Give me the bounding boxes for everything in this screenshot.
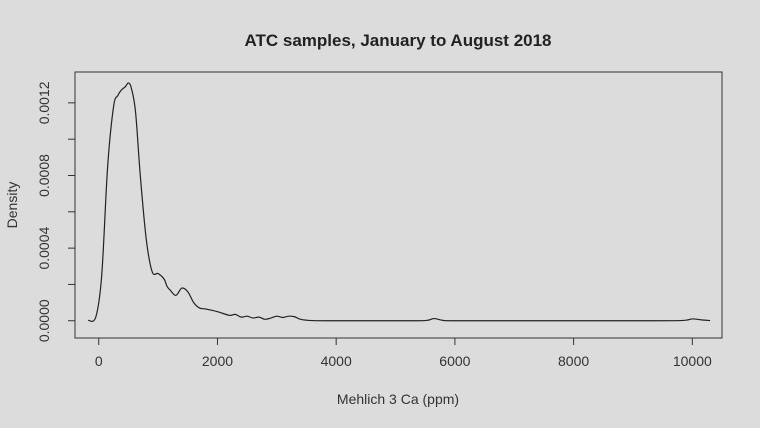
x-axis-label: Mehlich 3 Ca (ppm) xyxy=(337,391,459,407)
x-axis: 0 2000 4000 6000 8000 10000 xyxy=(95,337,712,369)
x-tick-label: 2000 xyxy=(202,353,233,369)
y-tick-label: 0.0004 xyxy=(36,227,52,270)
density-line xyxy=(87,82,711,322)
y-axis: 0.0000 0.0004 0.0008 0.0012 xyxy=(36,81,76,342)
y-tick-label: 0.0012 xyxy=(36,81,52,124)
y-tick-label: 0.0008 xyxy=(36,154,52,197)
x-tick-label: 0 xyxy=(95,353,103,369)
plot-box xyxy=(74,71,723,339)
y-tick-label: 0.0000 xyxy=(36,299,52,342)
x-tick-label: 10000 xyxy=(673,353,712,369)
y-axis-label: Density xyxy=(4,182,20,229)
x-tick-label: 4000 xyxy=(321,353,352,369)
chart-title: ATC samples, January to August 2018 xyxy=(244,31,551,50)
x-tick-label: 8000 xyxy=(558,353,589,369)
x-tick-label: 6000 xyxy=(439,353,470,369)
